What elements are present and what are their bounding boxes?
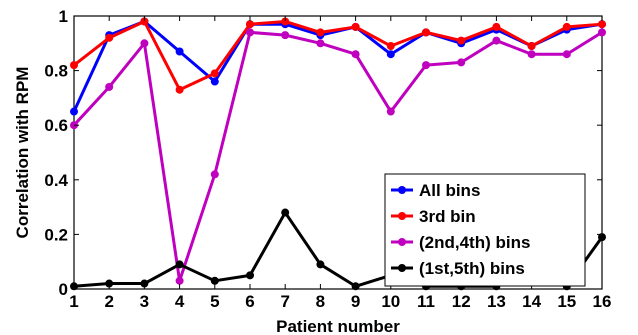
x-tick-label: 4 <box>175 292 185 311</box>
legend-swatch-marker <box>398 264 406 272</box>
data-point <box>281 17 290 26</box>
x-tick-label: 13 <box>487 292 506 311</box>
y-tick-label: 0.2 <box>44 225 68 244</box>
series-2 <box>70 17 606 94</box>
x-tick-label: 8 <box>316 292 325 311</box>
x-tick-label: 5 <box>210 292 219 311</box>
legend-label: (1st,5th) bins <box>419 259 525 278</box>
data-point <box>246 20 254 29</box>
x-tick-label: 9 <box>351 292 360 311</box>
x-tick-label: 12 <box>452 292 471 311</box>
data-point <box>457 36 466 45</box>
data-point <box>246 28 254 37</box>
data-point <box>175 47 184 56</box>
data-point <box>246 271 254 280</box>
data-point <box>140 39 149 48</box>
legend-swatch-marker <box>398 186 406 194</box>
x-tick-label: 7 <box>280 292 289 311</box>
data-point <box>527 50 536 59</box>
data-point <box>175 276 184 285</box>
legend-swatch-marker <box>398 238 406 246</box>
y-tick-label: 1 <box>59 7 68 26</box>
data-point <box>457 58 466 67</box>
data-point <box>562 22 571 31</box>
data-point <box>281 208 290 217</box>
y-axis-ticks: 0 0.2 0.4 0.6 0.8 1 <box>44 7 602 299</box>
series-line <box>72 30 603 283</box>
x-tick-label: 1 <box>69 292 78 311</box>
data-point <box>316 260 325 269</box>
data-point <box>105 82 114 91</box>
y-tick-label: 0 <box>59 280 68 299</box>
data-point <box>70 107 78 116</box>
x-tick-label: 3 <box>140 292 149 311</box>
x-axis-ticks: 1 2 3 4 5 6 7 8 9 10 11 12 13 14 15 16 <box>69 16 611 311</box>
legend-swatch-marker <box>398 212 406 220</box>
data-point <box>527 42 536 51</box>
data-point <box>492 22 501 31</box>
legend-label: (2nd,4th) bins <box>419 233 530 252</box>
data-point <box>351 22 360 31</box>
x-tick-label: 6 <box>245 292 254 311</box>
data-point <box>210 77 219 86</box>
series-3 <box>70 28 606 285</box>
data-point <box>598 20 606 29</box>
y-tick-label: 0.6 <box>44 116 68 135</box>
data-point <box>598 233 606 242</box>
data-point <box>210 276 219 285</box>
legend: All bins 3rd bin (2nd,4th) bins (1st,5th) b… <box>384 173 586 287</box>
data-point <box>351 50 360 59</box>
data-point <box>140 17 149 26</box>
data-point <box>175 85 184 94</box>
legend-label: 3rd bin <box>419 207 476 226</box>
data-point <box>105 33 114 42</box>
data-point <box>105 279 114 288</box>
y-tick-label: 0.8 <box>44 62 68 81</box>
data-point <box>562 50 571 59</box>
legend-box <box>384 173 586 287</box>
x-axis-label: Patient number <box>276 317 400 335</box>
data-point <box>316 39 325 48</box>
legend-label: All bins <box>419 181 480 200</box>
data-point <box>386 42 395 51</box>
data-point <box>210 69 219 78</box>
x-tick-label: 16 <box>593 292 612 311</box>
x-tick-label: 11 <box>417 292 435 311</box>
x-tick-label: 15 <box>557 292 576 311</box>
data-point <box>140 279 149 288</box>
data-point <box>210 170 219 179</box>
data-point <box>386 107 395 116</box>
data-point <box>281 31 290 40</box>
data-point <box>386 50 395 59</box>
data-point <box>316 28 325 37</box>
y-axis-label: Correlation with RPM <box>13 67 32 239</box>
x-tick-label: 14 <box>522 292 541 311</box>
y-tick-label: 0.4 <box>44 171 68 190</box>
x-tick-label: 10 <box>381 292 400 311</box>
series-line <box>73 19 603 92</box>
data-point <box>422 28 430 37</box>
data-point <box>598 28 606 37</box>
data-point <box>492 36 501 45</box>
data-point <box>422 61 430 70</box>
data-point <box>175 260 184 269</box>
data-point <box>70 61 78 70</box>
x-tick-label: 2 <box>104 292 113 311</box>
